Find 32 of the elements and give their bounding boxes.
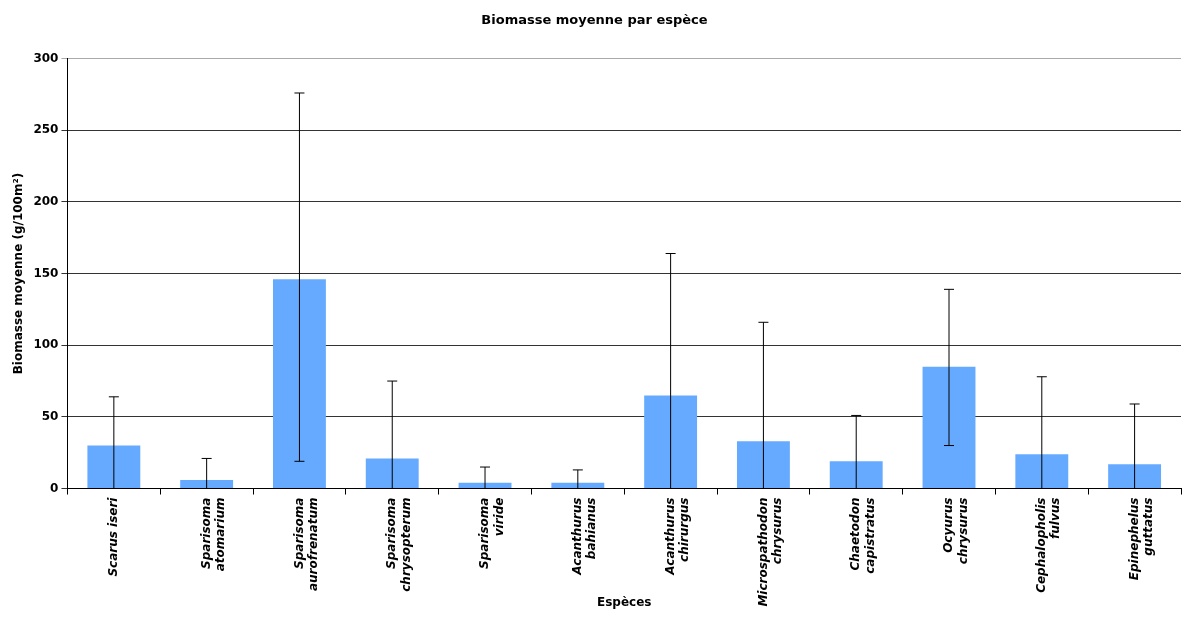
y-tick-label: 50 bbox=[41, 409, 59, 424]
bar bbox=[551, 482, 605, 489]
x-tick-label: Acanthurus bahianus bbox=[569, 497, 599, 576]
bar bbox=[180, 479, 234, 489]
bar bbox=[829, 461, 883, 489]
y-tick-label: 150 bbox=[33, 265, 59, 280]
x-tick-label: Chaetodon capistratus bbox=[848, 497, 877, 574]
x-tick-label: Microspathodon chrysurus bbox=[755, 497, 784, 607]
x-tick-label: Sparisoma atomarium bbox=[198, 497, 228, 572]
y-tick-label: 300 bbox=[33, 50, 59, 65]
bar bbox=[365, 458, 419, 489]
bar bbox=[644, 395, 698, 489]
y-tick-label: 0 bbox=[50, 480, 59, 495]
y-tick-label: 250 bbox=[33, 122, 59, 137]
bar bbox=[272, 279, 326, 489]
x-tick-label: Cephalopholis fulvus bbox=[1033, 497, 1063, 593]
bar bbox=[922, 366, 976, 489]
bar bbox=[87, 445, 141, 489]
y-tick-label: 100 bbox=[33, 337, 59, 352]
x-tick-label: Epinephelus guttatus bbox=[1126, 497, 1156, 581]
y-axis-title: Biomasse moyenne (g/100m²) bbox=[11, 172, 26, 375]
y-tick-label: 200 bbox=[33, 194, 59, 209]
bar bbox=[1108, 464, 1162, 489]
x-tick-label: Scarus iseri bbox=[105, 496, 120, 577]
x-tick-label: Acanthurus chirurgus bbox=[662, 497, 692, 576]
x-tick-label: Ocyurus chrysurus bbox=[941, 497, 970, 565]
bar bbox=[736, 441, 790, 489]
x-axis-title: Espèces bbox=[596, 594, 652, 609]
chart-title: Biomasse moyenne par espèce bbox=[481, 12, 708, 28]
x-tick-label: Sparisoma viride bbox=[477, 497, 506, 569]
bar bbox=[1015, 454, 1069, 489]
bar bbox=[458, 482, 512, 489]
